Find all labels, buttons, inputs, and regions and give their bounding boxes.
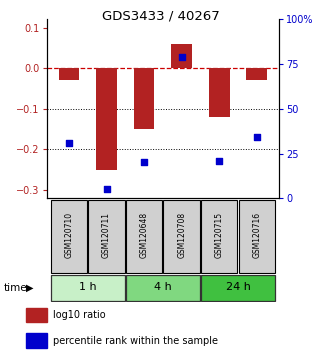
Text: GSM120708: GSM120708: [177, 212, 186, 258]
Point: [217, 158, 222, 164]
FancyBboxPatch shape: [126, 200, 162, 273]
Text: percentile rank within the sample: percentile rank within the sample: [53, 336, 218, 346]
Bar: [209, 68, 230, 117]
Bar: [26, 333, 47, 348]
Text: GSM120648: GSM120648: [140, 212, 149, 258]
Text: 4 h: 4 h: [154, 282, 172, 292]
Bar: [171, 44, 192, 68]
Text: GDS3433 / 40267: GDS3433 / 40267: [102, 10, 219, 23]
Text: time: time: [3, 283, 27, 293]
Bar: [96, 68, 117, 170]
Point: [66, 140, 72, 145]
Text: GSM120716: GSM120716: [252, 212, 261, 258]
FancyBboxPatch shape: [126, 275, 200, 301]
Text: 1 h: 1 h: [79, 282, 97, 292]
FancyBboxPatch shape: [239, 200, 275, 273]
Point: [179, 54, 184, 60]
Point: [104, 187, 109, 192]
FancyBboxPatch shape: [51, 275, 125, 301]
FancyBboxPatch shape: [51, 200, 87, 273]
Bar: [26, 308, 47, 322]
Text: GSM120711: GSM120711: [102, 212, 111, 258]
Text: ▶: ▶: [26, 283, 33, 293]
Text: log10 ratio: log10 ratio: [53, 310, 106, 320]
Text: 24 h: 24 h: [226, 282, 250, 292]
FancyBboxPatch shape: [201, 200, 238, 273]
Point: [254, 135, 259, 140]
Bar: [134, 68, 154, 129]
Text: GSM120710: GSM120710: [65, 212, 74, 258]
Bar: [247, 68, 267, 80]
Bar: [59, 68, 79, 80]
FancyBboxPatch shape: [88, 200, 125, 273]
FancyBboxPatch shape: [163, 200, 200, 273]
Point: [142, 160, 147, 165]
FancyBboxPatch shape: [201, 275, 275, 301]
Text: GSM120715: GSM120715: [215, 212, 224, 258]
